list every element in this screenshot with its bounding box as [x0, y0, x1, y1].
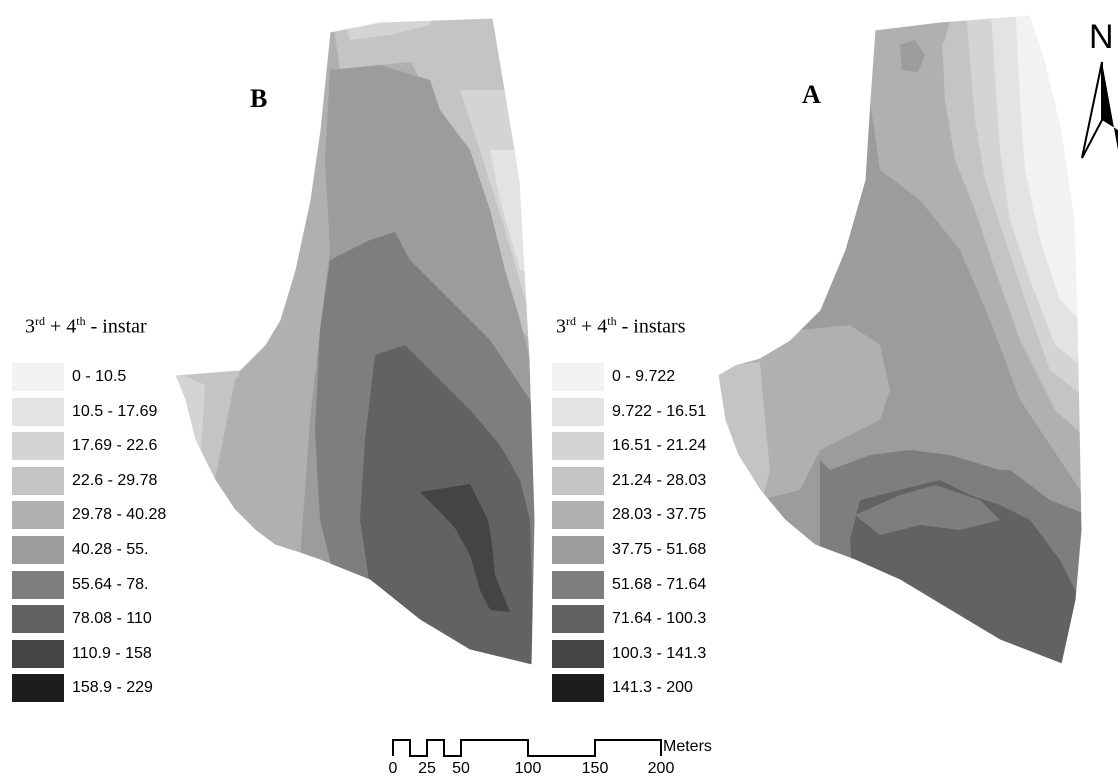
legend-label: 71.64 - 100.3: [612, 610, 707, 628]
scale-tick-label: 100: [514, 760, 542, 777]
map-b: [175, 18, 535, 665]
legend-title-b-mid: + 4: [45, 315, 77, 338]
legend-label: 17.69 - 22.6: [72, 437, 158, 455]
legend-swatch: [12, 501, 64, 530]
legend-title-b-sup2: th: [76, 314, 86, 328]
legend-swatch: [12, 605, 64, 634]
legend-swatch: [12, 363, 64, 391]
panel-b-label: B: [250, 84, 268, 113]
legend-item: 28.03 - 37.75: [552, 501, 752, 530]
legend-label: 100.3 - 141.3: [612, 644, 707, 662]
scale-bar: [392, 739, 662, 757]
legend-item: 10.5 - 17.69: [12, 397, 212, 426]
legend-a: 0 - 9.722 9.722 - 16.51 16.51 - 21.24 21.24…: [552, 363, 732, 708]
scale-unit-label: Meters: [663, 738, 712, 755]
north-label: N: [1089, 18, 1114, 56]
legend-item: 100.3 - 141.3: [552, 639, 752, 668]
legend-title-b-base: 3: [25, 315, 35, 338]
legend-label: 78.08 - 110: [72, 610, 152, 628]
legend-item: 110.9 - 158: [12, 639, 212, 668]
legend-item: 0 - 10.5: [12, 363, 212, 391]
legend-label: 110.9 - 158: [72, 644, 152, 662]
legend-item: 17.69 - 22.6: [12, 432, 212, 461]
map-a: [718, 15, 1082, 664]
legend-label: 10.5 - 17.69: [72, 402, 158, 420]
legend-label: 37.75 - 51.68: [612, 541, 707, 558]
legend-item: 158.9 - 229: [12, 674, 212, 703]
legend-label: 51.68 - 71.64: [612, 575, 707, 593]
legend-swatch: [12, 536, 64, 564]
legend-swatch: [552, 570, 604, 599]
legend-item: 37.75 - 51.68: [552, 536, 752, 564]
scale-tick-label: 150: [581, 760, 609, 777]
legend-item: 71.64 - 100.3: [552, 605, 752, 634]
legend-swatch: [552, 466, 604, 495]
legend-label: 21.24 - 28.03: [612, 471, 707, 489]
legend-item: 55.64 - 78.: [12, 570, 212, 599]
legend-swatch: [552, 363, 604, 391]
scale-tick-label: 0: [388, 760, 398, 777]
legend-title-a-sup2: th: [607, 314, 617, 328]
legend-title-b-tail: - instar: [85, 315, 147, 338]
legend-label: 22.6 - 29.78: [72, 471, 158, 489]
legend-item: 51.68 - 71.64: [552, 570, 752, 599]
legend-swatch: [12, 570, 64, 599]
legend-label: 158.9 - 229: [72, 679, 153, 697]
legend-title-a-mid: + 4: [576, 315, 608, 338]
scale-tick-label: 200: [647, 760, 675, 777]
legend-item: 16.51 - 21.24: [552, 432, 752, 461]
legend-item: 40.28 - 55.: [12, 536, 212, 564]
legend-title-a-sup1: rd: [566, 314, 576, 328]
legend-item: 141.3 - 200: [552, 674, 752, 703]
scale-tick-label: 50: [452, 760, 470, 777]
legend-swatch: [552, 536, 604, 564]
legend-item: 29.78 - 40.28: [12, 501, 212, 530]
legend-item: 78.08 - 110: [12, 605, 212, 634]
legend-item: 0 - 9.722: [552, 363, 752, 391]
legend-title-b-sup1: rd: [35, 314, 45, 328]
legend-item: 21.24 - 28.03: [552, 466, 752, 495]
legend-title-a-base: 3: [556, 315, 566, 338]
legend-swatch: [552, 605, 604, 634]
legend-swatch: [12, 397, 64, 426]
legend-label: 28.03 - 37.75: [612, 506, 707, 524]
legend-swatch: [552, 639, 604, 668]
scale-tick-label: 25: [418, 760, 436, 777]
legend-label: 16.51 - 21.24: [612, 437, 707, 455]
legend-label: 141.3 - 200: [612, 679, 693, 697]
legend-swatch: [552, 397, 604, 426]
legend-label: 0 - 10.5: [72, 368, 127, 385]
legend-title-a-tail: - instars: [616, 315, 686, 338]
legend-title-b: 3rd + 4th - instar: [25, 314, 147, 339]
legend-swatch: [552, 432, 604, 461]
legend-swatch: [12, 466, 64, 495]
legend-swatch: [12, 432, 64, 461]
legend-item: 22.6 - 29.78: [12, 466, 212, 495]
legend-label: 55.64 - 78.: [72, 575, 149, 593]
legend-swatch: [12, 639, 64, 668]
legend-b: 0 - 10.5 10.5 - 17.69 17.69 - 22.6 22.6 - 2…: [12, 363, 192, 708]
legend-label: 0 - 9.722: [612, 368, 676, 385]
legend-swatch: [12, 674, 64, 703]
legend-label: 40.28 - 55.: [72, 541, 149, 558]
legend-swatch: [552, 501, 604, 530]
legend-label: 29.78 - 40.28: [72, 506, 167, 524]
north-arrow-icon: [1081, 61, 1118, 159]
panel-a-label: A: [802, 80, 821, 109]
legend-item: 9.722 - 16.51: [552, 397, 752, 426]
legend-swatch: [552, 674, 604, 703]
legend-title-a: 3rd + 4th - instars: [556, 314, 686, 339]
legend-label: 9.722 - 16.51: [612, 402, 707, 420]
